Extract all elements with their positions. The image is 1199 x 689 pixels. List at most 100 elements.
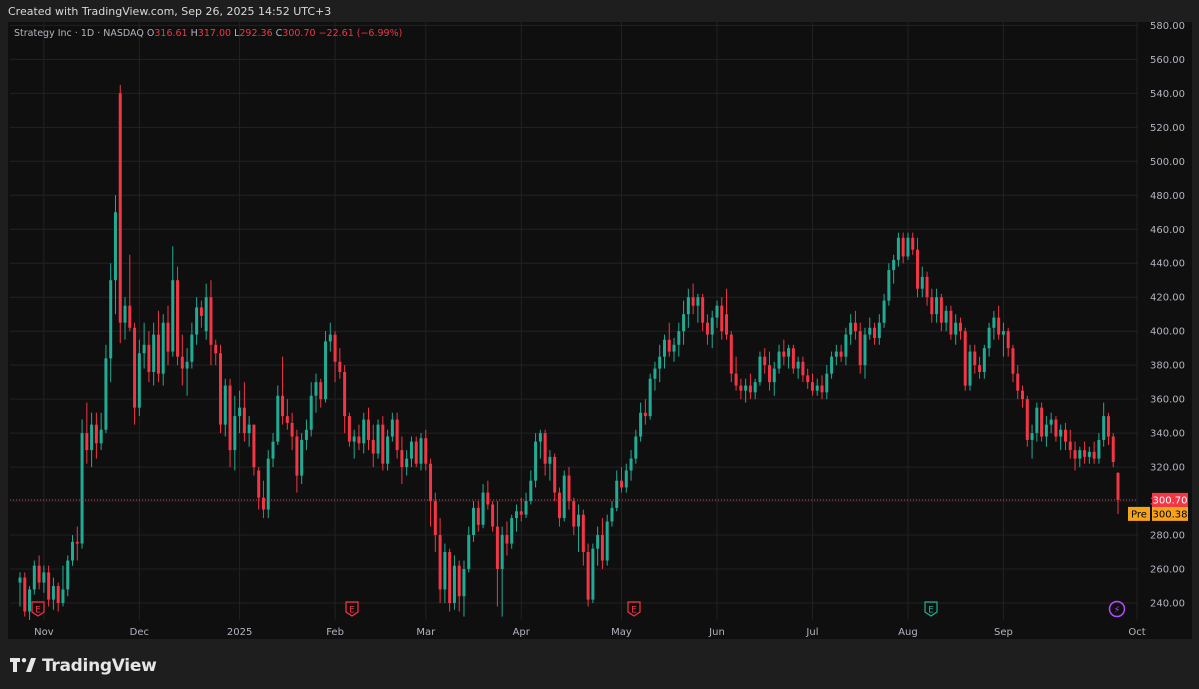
candle (772, 361, 776, 396)
candle (281, 356, 285, 425)
candle (691, 283, 695, 315)
candle-body (123, 305, 127, 323)
candle-body (973, 351, 977, 366)
candle-body (958, 322, 962, 332)
candle-body (787, 348, 791, 357)
y-tick-label: 460.00 (1150, 225, 1185, 236)
candle-body (772, 368, 776, 383)
candle (18, 572, 22, 607)
y-tick-label: 380.00 (1150, 361, 1185, 372)
event-symbol: E (349, 606, 355, 616)
candle (701, 293, 705, 332)
candle-body (777, 351, 781, 369)
candle (362, 412, 366, 454)
candle (94, 412, 98, 459)
candle (376, 419, 380, 459)
candle (500, 526, 504, 617)
candle-body (261, 497, 265, 510)
candle-body (729, 334, 733, 374)
candle (113, 195, 117, 315)
y-tick-label: 260.00 (1150, 565, 1185, 576)
open-label: O (146, 28, 155, 39)
candle (600, 518, 604, 570)
candle (390, 412, 394, 442)
candle-body (968, 351, 972, 386)
candle-body (51, 586, 55, 600)
pre-market-tag-label: Pre (1131, 509, 1147, 520)
candle (1087, 446, 1091, 464)
candle (763, 348, 767, 374)
candle-body (462, 569, 466, 597)
candle-body (438, 535, 442, 590)
open-value: 316.61 (154, 28, 188, 39)
candle (85, 402, 89, 464)
candle-body (147, 344, 151, 372)
candle (452, 555, 456, 610)
candle (185, 348, 189, 396)
candle (978, 356, 982, 379)
candle (424, 429, 428, 471)
candle (238, 390, 242, 434)
candle (510, 514, 514, 549)
candle (261, 480, 265, 519)
candle-body (658, 356, 662, 369)
x-tick-label: May (611, 627, 632, 638)
candle-body (472, 507, 476, 536)
y-tick-label: 540.00 (1150, 89, 1185, 100)
candle-body (80, 433, 84, 544)
candle (920, 266, 924, 298)
candle-body (1001, 331, 1005, 335)
candle (825, 365, 829, 400)
candle-body (997, 317, 1001, 335)
candle-body (691, 297, 695, 306)
candle (538, 429, 542, 459)
candle-body (543, 433, 547, 464)
candle (930, 288, 934, 323)
candle (634, 429, 638, 464)
symbol-title: Strategy Inc · 1D · NASDAQ (14, 28, 144, 39)
candle-body (18, 577, 22, 583)
candle (252, 424, 256, 476)
y-tick-label: 560.00 (1150, 55, 1185, 66)
candle (56, 582, 60, 612)
candle-body (858, 331, 862, 366)
candle (343, 365, 347, 434)
candle (195, 297, 199, 345)
candle (810, 373, 814, 396)
candle-body (877, 322, 881, 338)
candle (156, 310, 160, 383)
candle (1116, 472, 1120, 515)
candle-body (56, 586, 60, 604)
tradingview-logo[interactable]: TradingView (10, 656, 157, 676)
candle (768, 351, 772, 391)
candle-body (1035, 407, 1039, 434)
candle-body (600, 535, 604, 561)
candle (409, 436, 413, 468)
candle-body (433, 501, 437, 536)
candle (1063, 422, 1067, 451)
candle-body (409, 441, 413, 459)
earnings-icon: E (31, 601, 45, 617)
candle (395, 412, 399, 459)
pre-market-tag-bg (1128, 506, 1150, 521)
candle (324, 331, 328, 403)
candle (271, 433, 275, 468)
candle (725, 288, 729, 340)
candle-body (209, 297, 213, 345)
candle (366, 407, 370, 451)
candle-body (1040, 407, 1044, 437)
candle (925, 271, 929, 306)
candle (935, 288, 939, 323)
candle-body (796, 361, 800, 369)
x-tick-label: 2025 (227, 627, 252, 638)
candle (137, 339, 141, 417)
candle-body (720, 305, 724, 332)
candle (615, 470, 619, 512)
candle-body (524, 501, 528, 515)
candle (47, 565, 51, 607)
candle-body (61, 589, 65, 604)
candle-body (701, 297, 705, 323)
candle-body (32, 565, 36, 590)
brand-name: TradingView (42, 656, 157, 676)
